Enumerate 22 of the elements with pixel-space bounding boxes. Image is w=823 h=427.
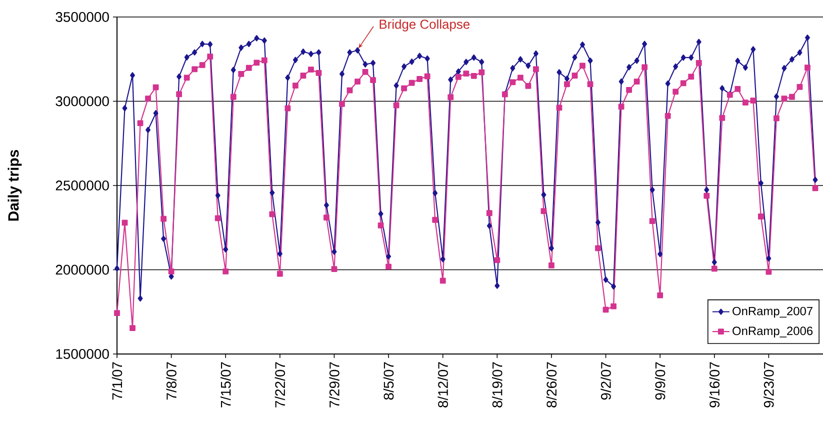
annotation: Bridge Collapse bbox=[380, 19, 470, 32]
legend-label: OnRamp_2007 bbox=[732, 306, 812, 318]
x-tick-label: 8/26/07 bbox=[546, 362, 557, 408]
y-tick-label: 1500000 bbox=[56, 349, 109, 359]
y-tick-label: 2000000 bbox=[56, 264, 109, 275]
y-axis-title: Daily trips bbox=[8, 150, 22, 221]
x-tick-label: 8/19/07 bbox=[492, 362, 502, 408]
x-tick-label: 9/2/07 bbox=[600, 362, 611, 400]
x-tick-label: 7/29/07 bbox=[329, 362, 340, 408]
x-tick-label: 9/23/07 bbox=[764, 362, 774, 408]
x-tick-label: 7/1/07 bbox=[112, 362, 122, 400]
x-tick-label: 9/16/07 bbox=[709, 362, 720, 408]
y-tick-label: 3000000 bbox=[56, 96, 109, 106]
y-tick-label: 3500000 bbox=[56, 12, 109, 22]
y-tick-label: 2500000 bbox=[56, 180, 109, 190]
x-tick-label: 8/5/07 bbox=[383, 362, 394, 400]
x-tick-label: 7/22/07 bbox=[274, 362, 286, 408]
x-tick-label: 7/8/07 bbox=[166, 362, 176, 400]
x-tick-label: 7/15/07 bbox=[220, 362, 231, 408]
legend-label: OnRamp_2006 bbox=[732, 326, 813, 338]
x-tick-label: 9/9/07 bbox=[654, 362, 666, 400]
x-tick-label: 8/12/07 bbox=[438, 362, 448, 408]
